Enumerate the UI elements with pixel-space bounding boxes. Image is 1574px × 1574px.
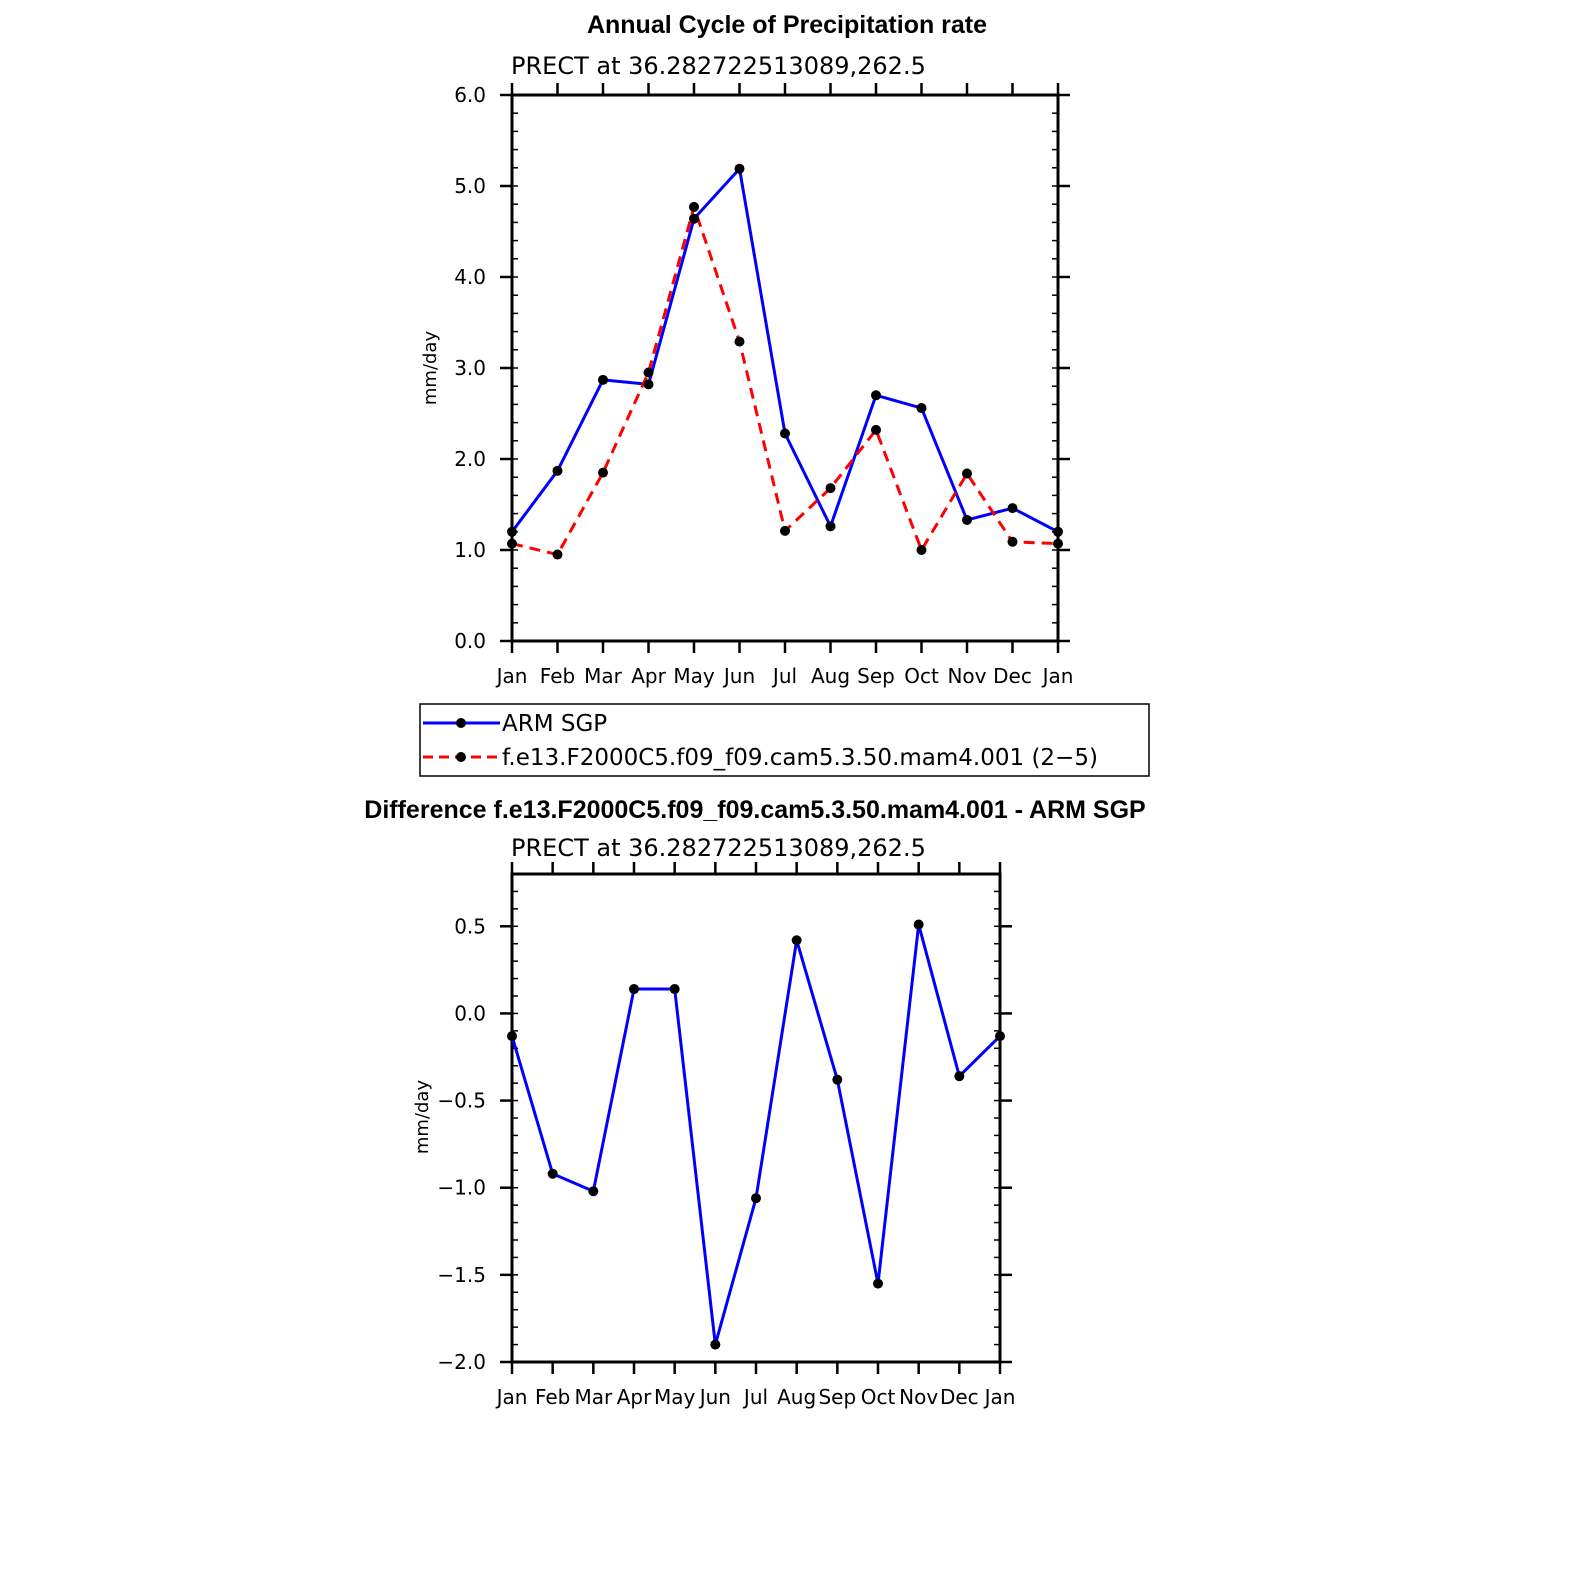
chart1-x-tick-label: Oct <box>904 664 939 688</box>
chart2-x-tick-label: Nov <box>899 1385 938 1409</box>
chart2-x-tick-label: Feb <box>535 1385 570 1409</box>
chart2-series-0-point <box>710 1339 721 1350</box>
chart1-legend: ARM SGP f.e13.F2000C5.f09_f09.cam5.3.50.… <box>419 703 1150 777</box>
chart1-y-tick-label: 0.0 <box>454 629 486 653</box>
chart1-series-0-point <box>916 403 927 414</box>
chart1-plot: Jan Feb Mar Apr May Jun Jul Aug Sep Oct Nov Dec Jan 0… <box>454 83 1073 688</box>
chart1-x-tick-label: Dec <box>993 664 1032 688</box>
chart2-y-tick-label: −1.5 <box>437 1263 486 1287</box>
chart2-x-tick-label: Jul <box>742 1385 768 1409</box>
chart1-x-tick-label: Aug <box>811 664 850 688</box>
chart1-series-0-point <box>1053 526 1063 537</box>
chart1-x-tick-label: May <box>673 664 715 688</box>
legend-box <box>419 703 1150 777</box>
chart1-x-tick-label: Apr <box>631 664 666 688</box>
chart1-series-1-point <box>871 424 881 435</box>
chart2-series-0-point <box>954 1071 965 1082</box>
chart2-frame <box>510 872 1002 1364</box>
chart2-x-tick-label: Jan <box>983 1385 1016 1409</box>
chart1-y-tick-label: 2.0 <box>454 447 486 471</box>
chart2-x-tick-label: Jun <box>698 1385 731 1409</box>
chart1-x-tick-label: Jan <box>1041 664 1074 688</box>
chart2-series-0-point <box>669 984 680 995</box>
chart1-series-0-point <box>1007 503 1018 514</box>
chart2-x-tick-label: Dec <box>940 1385 979 1409</box>
chart2-x-tick-label: Jan <box>495 1385 528 1409</box>
chart2-x-tick-label: Aug <box>777 1385 816 1409</box>
chart1-series-1-point <box>1007 536 1018 547</box>
chart1-series-1-point <box>825 483 836 494</box>
chart2-title: Difference f.e13.F2000C5.f09_f09.cam5.3.… <box>364 796 1145 824</box>
chart2-series-0-point <box>913 919 924 930</box>
chart1-series-0-point <box>552 465 563 476</box>
chart2-y-tick-label: −1.0 <box>437 1176 486 1200</box>
chart1-series-1-point <box>689 201 699 212</box>
chart1-series-0-point <box>689 213 699 224</box>
chart1-series-0-point <box>507 526 517 537</box>
chart1-series-1-point <box>962 468 972 479</box>
chart2-x-tick-label: Sep <box>818 1385 856 1409</box>
chart2-series-0-point <box>791 935 802 946</box>
legend-label-arm: ARM SGP <box>502 711 607 737</box>
chart1-y-tick-label: 5.0 <box>454 174 486 198</box>
chart2-y-tick-label: 0.0 <box>454 1001 486 1025</box>
chart1-x-tick-label: Mar <box>584 664 623 688</box>
chart1-series-0-point <box>598 374 608 385</box>
chart2-y-tick-label: 0.5 <box>454 914 486 938</box>
chart1-series-0-point <box>643 379 654 390</box>
chart1-series-0-point <box>734 163 745 174</box>
chart2-series-line-0 <box>510 923 1002 1347</box>
chart1-series-1-point <box>734 336 745 347</box>
chart2-series-0-point <box>832 1074 843 1085</box>
chart1-x-tick-label: Nov <box>947 664 986 688</box>
chart1-x-tick-label: Jan <box>495 664 528 688</box>
chart1-frame <box>510 93 1060 643</box>
chart2-series-0-point <box>629 984 639 995</box>
chart1-series-1-point <box>507 538 517 549</box>
chart1-y-axis-label: mm/day <box>420 331 441 406</box>
chart1-title: Annual Cycle of Precipitation rate <box>587 11 987 39</box>
legend-label-model: f.e13.F2000C5.f09_f09.cam5.3.50.mam4.001… <box>502 745 1098 771</box>
legend-marker-arm <box>456 718 466 728</box>
chart1-series-1-point <box>916 545 927 555</box>
chart2-series-0-point <box>588 1186 599 1197</box>
chart2-subtitle: PRECT at 36.282722513089,262.5 <box>511 834 926 862</box>
chart1-x-tick-label: Jul <box>771 664 797 688</box>
chart1-series-1-point <box>1053 538 1063 549</box>
chart1-x-tick-label: Sep <box>857 664 895 688</box>
chart2-y-axis-label: mm/day <box>412 1080 433 1155</box>
chart1-series-1-point <box>643 367 654 378</box>
chart1-series-1-point <box>780 525 790 536</box>
chart2-plot: Jan Feb Mar Apr May Jun Jul Aug Sep Oct Nov Dec Jan−… <box>437 862 1015 1409</box>
chart1-y-tick-label: 1.0 <box>454 538 486 562</box>
chart1-y-tick-label: 6.0 <box>454 83 486 107</box>
chart1-series-1-point <box>598 467 608 478</box>
chart1-series-0-point <box>825 521 836 532</box>
chart2-series-0-point <box>873 1278 883 1289</box>
chart1-series-0-point <box>962 514 972 525</box>
legend-marker-model <box>456 752 466 762</box>
chart2-y-tick-label: −2.0 <box>437 1350 486 1374</box>
chart1-series-line-1 <box>511 205 1059 557</box>
chart2-x-tick-label: May <box>654 1385 696 1409</box>
chart2-series-0-point <box>547 1168 558 1179</box>
chart1-x-tick-label: Jun <box>722 664 755 688</box>
chart1-y-tick-label: 4.0 <box>454 265 486 289</box>
chart1-series-1-point <box>552 549 563 560</box>
chart1-series-line-0 <box>510 167 1059 534</box>
chart2-series-0-point <box>751 1193 761 1204</box>
chart2-series-0-point <box>507 1031 517 1042</box>
chart2-series-0-point <box>995 1031 1005 1042</box>
chart1-x-tick-label: Feb <box>540 664 575 688</box>
chart2-x-tick-label: Mar <box>574 1385 613 1409</box>
chart1-subtitle: PRECT at 36.282722513089,262.5 <box>511 52 926 80</box>
chart1-series-0-point <box>871 390 881 401</box>
chart2-x-tick-label: Apr <box>617 1385 652 1409</box>
chart2-x-tick-label: Oct <box>861 1385 896 1409</box>
chart1-y-tick-label: 3.0 <box>454 356 486 380</box>
chart1-series-0-point <box>780 428 790 439</box>
chart2-y-tick-label: −0.5 <box>437 1089 486 1113</box>
